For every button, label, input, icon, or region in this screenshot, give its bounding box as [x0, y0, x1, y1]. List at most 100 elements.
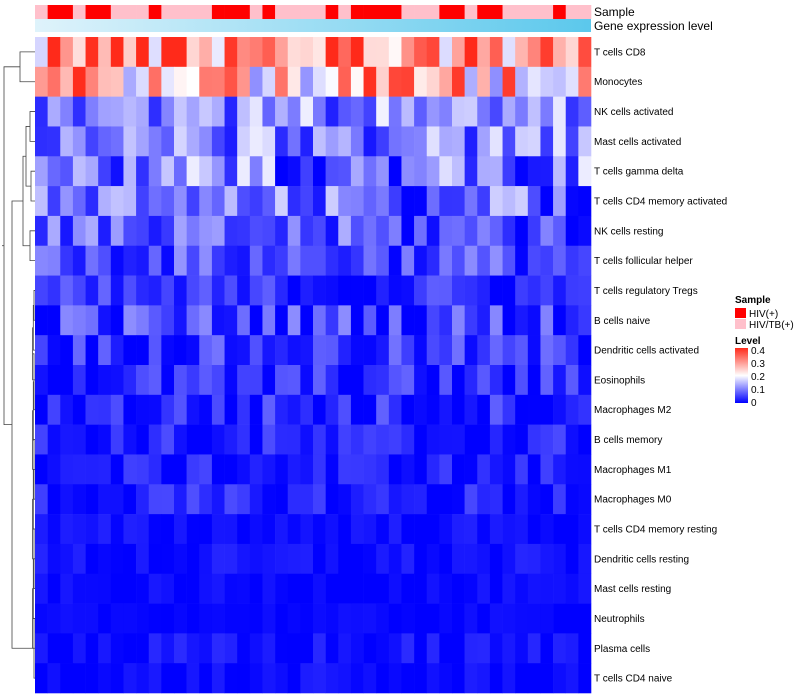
heatmap-cell — [72, 37, 86, 68]
heatmap-cell — [60, 305, 74, 336]
dendrogram-branch — [19, 51, 35, 83]
heatmap-cell — [401, 186, 415, 217]
heatmap-cell — [414, 633, 428, 664]
heatmap-cell — [287, 335, 301, 366]
heatmap-cell — [275, 573, 289, 604]
heatmap-cell — [489, 454, 503, 485]
heatmap-cell — [338, 663, 352, 694]
legend-label-hiv-tb: HIV/TB(+) — [749, 320, 794, 331]
heatmap-cell — [249, 663, 263, 694]
heatmap-cell — [338, 245, 352, 276]
heatmap-cell — [515, 66, 529, 97]
heatmap-cell — [110, 186, 124, 217]
heatmap-cell — [527, 454, 541, 485]
heatmap-cell — [414, 37, 428, 68]
heatmap-cell — [350, 186, 364, 217]
heatmap-cell — [414, 215, 428, 247]
heatmap-cell — [376, 215, 390, 247]
heatmap-cell — [553, 186, 567, 217]
heatmap-cell — [249, 424, 263, 455]
heatmap-cell — [60, 186, 74, 217]
heatmap-cell — [224, 424, 238, 455]
heatmap-cell — [439, 96, 453, 127]
heatmap-cell — [72, 424, 86, 455]
heatmap-cell — [565, 275, 579, 306]
heatmap-cell — [452, 484, 465, 515]
row-label: Macrophages M1 — [594, 465, 672, 476]
row-label: Dendritic cells resting — [594, 554, 689, 565]
heatmap-cell — [110, 96, 124, 127]
heatmap-cell — [401, 215, 415, 247]
heatmap-cell — [502, 454, 516, 485]
row-label: Mast cells resting — [594, 584, 671, 595]
heatmap-cell — [262, 186, 276, 217]
heatmap-cell — [515, 126, 529, 157]
heatmap-cell — [174, 66, 187, 97]
heatmap-cell — [325, 186, 339, 217]
heatmap-cell — [313, 37, 326, 68]
heatmap-cell — [527, 424, 541, 455]
heatmap-cell — [35, 186, 48, 217]
heatmap-cell — [363, 454, 377, 485]
heatmap-cell — [426, 633, 440, 664]
heatmap-cell — [174, 484, 187, 515]
heatmap-cell — [287, 365, 301, 396]
heatmap-cell — [464, 633, 478, 664]
heatmap-cell — [123, 663, 137, 694]
heatmap-cell — [363, 633, 377, 664]
heatmap-cell — [401, 603, 415, 634]
heatmap-cell — [35, 603, 48, 634]
heatmap-cell — [237, 663, 251, 694]
heatmap-cell — [350, 215, 364, 247]
heatmap-cell — [110, 424, 124, 455]
heatmap-cell — [98, 156, 112, 187]
heatmap-cell — [489, 514, 503, 545]
heatmap-cell — [123, 424, 137, 455]
heatmap-cell — [161, 424, 175, 455]
sample-annotation-bar — [35, 5, 592, 19]
heatmap-cell — [300, 245, 314, 276]
heatmap-cell — [426, 245, 440, 276]
heatmap-cell — [300, 335, 314, 366]
heatmap-cell — [287, 245, 301, 276]
expression-annotation-bar — [35, 19, 591, 32]
heatmap-cell — [426, 126, 440, 157]
heatmap-cell — [439, 543, 453, 575]
heatmap-cell — [439, 66, 453, 97]
heatmap-cell — [85, 603, 99, 634]
heatmap-cell — [199, 633, 213, 664]
heatmap-cell — [123, 514, 137, 545]
heatmap-cell — [237, 305, 251, 336]
heatmap-cell — [388, 454, 402, 485]
heatmap-cell — [300, 663, 314, 694]
heatmap-cell — [363, 335, 377, 366]
heatmap-cell — [98, 484, 112, 515]
heatmap-cell — [300, 96, 314, 127]
heatmap-cell — [110, 66, 124, 97]
heatmap-cell — [60, 603, 74, 634]
heatmap-cell — [249, 245, 263, 276]
heatmap-cell — [363, 215, 377, 247]
heatmap-cell — [186, 573, 200, 604]
heatmap-cell — [426, 543, 440, 575]
heatmap-cell — [338, 424, 352, 455]
heatmap-cell — [262, 215, 276, 247]
heatmap-cell — [262, 573, 276, 604]
heatmap-cell — [47, 573, 61, 604]
heatmap-cell — [452, 245, 465, 276]
heatmap-cell — [98, 126, 112, 157]
heatmap-cell — [452, 663, 465, 694]
heatmap-cell — [401, 663, 415, 694]
heatmap-cell — [414, 365, 428, 396]
heatmap-cell — [325, 424, 339, 455]
heatmap-cell — [72, 365, 86, 396]
heatmap-cell — [350, 424, 364, 455]
heatmap-cell — [287, 305, 301, 336]
heatmap-cell — [325, 603, 339, 634]
heatmap-cell — [540, 514, 554, 545]
heatmap-cell — [148, 126, 162, 157]
heatmap-cell — [388, 66, 402, 97]
heatmap-cells — [35, 37, 592, 694]
heatmap-cell — [287, 633, 301, 664]
